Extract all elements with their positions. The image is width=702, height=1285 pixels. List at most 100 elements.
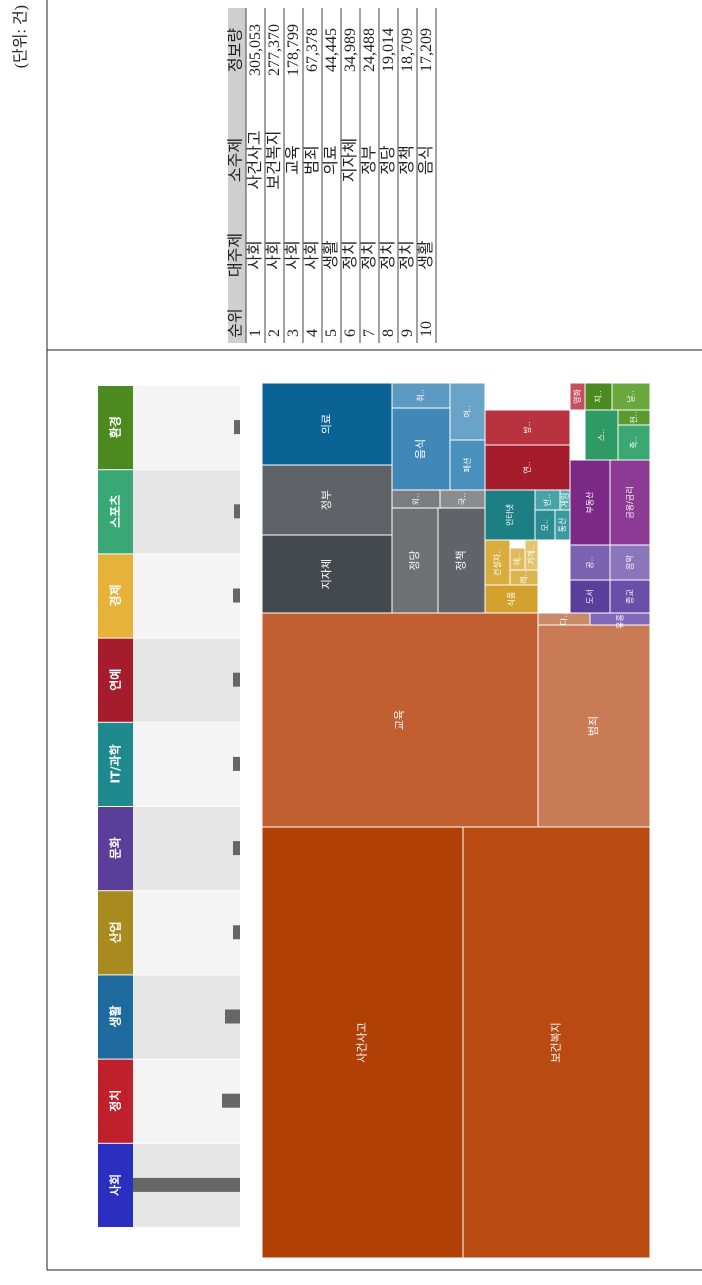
treemap-label: 정부: [320, 490, 333, 510]
category-bar: [233, 925, 240, 940]
bar-background: [133, 386, 240, 470]
treemap-label: 정책: [455, 550, 468, 570]
table-cell: 정당: [379, 145, 397, 175]
treemap-label: 방..: [522, 421, 532, 433]
table-cell: 34,989: [342, 28, 359, 72]
table-cell: 6: [342, 329, 359, 337]
category-tab: [98, 386, 133, 470]
table-cell: 178,799: [285, 24, 302, 76]
table-cell: 지자체: [341, 138, 359, 182]
category-tab-label: 문화: [108, 837, 123, 859]
treemap-label: 반..: [543, 494, 552, 506]
table-cell: 범죄: [303, 145, 321, 174]
treemap-label: 외..: [411, 493, 421, 505]
table-cell: 정치: [341, 240, 359, 269]
category-bar: [233, 588, 240, 603]
category-tab: [98, 1143, 133, 1227]
table-cell: 19,014: [380, 28, 397, 72]
table-header: 정보량: [227, 28, 245, 72]
category-tab-label: 환경: [108, 416, 123, 438]
category-bar: [233, 756, 240, 771]
table-cell: 4: [304, 329, 321, 337]
bar-background: [133, 554, 240, 638]
treemap-label: 기계..: [526, 545, 536, 565]
treemap-label: 에..: [513, 553, 522, 565]
category-tab-label: 사회: [108, 1174, 123, 1196]
treemap-label: 음악: [625, 555, 635, 570]
treemap-label: 지자체: [320, 559, 333, 589]
category-bar: [233, 672, 240, 687]
treemap-label: 연..: [523, 461, 532, 473]
treemap-label: 정당: [408, 550, 421, 570]
table-cell: 9: [399, 329, 416, 337]
treemap-label: 건설자..: [492, 549, 502, 576]
category-tab: [98, 470, 133, 554]
treemap-label: 공..: [586, 556, 595, 568]
treemap-tile: [611, 382, 651, 411]
treemap-label: 패션: [462, 458, 472, 473]
bar-background: [133, 470, 240, 554]
table-cell: 사건사고: [246, 131, 264, 190]
treemap-label: 교육: [393, 710, 406, 730]
category-tab-label: 산업: [108, 921, 123, 943]
category-tab: [98, 975, 133, 1059]
treemap-label: 레..: [520, 571, 529, 583]
table-cell: 정치: [360, 240, 378, 269]
bar-background: [133, 1059, 240, 1143]
table-cell: 사회: [246, 240, 264, 269]
treemap-label: 의료: [320, 414, 333, 434]
treemap-label: 음식: [414, 439, 427, 459]
treemap-label: 보건복지: [550, 1022, 563, 1062]
table-cell: 305,053: [247, 24, 264, 76]
category-tab-label: 생활: [108, 1005, 123, 1027]
treemap-label: 영화: [572, 389, 582, 404]
table-cell: 정치: [379, 240, 397, 269]
treemap-label: 도서: [586, 589, 595, 604]
treemap-label: 유흥..: [615, 609, 625, 629]
table-cell: 1: [247, 329, 264, 337]
treemap-label: 전..: [629, 411, 639, 423]
treemap-label: 모..: [541, 519, 550, 531]
category-bar: [234, 504, 240, 519]
unit-note: (단위: 건): [12, 5, 30, 68]
treemap-label: 금융/금리: [626, 486, 635, 518]
table-cell: 생활: [417, 240, 435, 270]
category-bar: [234, 420, 240, 435]
treemap-label: 범죄: [587, 716, 600, 736]
treemap-label: 국..: [458, 493, 467, 505]
treemap-label: 종교: [626, 589, 635, 604]
table-header: 대주제: [227, 233, 245, 277]
category-tab-label: 정치: [108, 1090, 123, 1112]
table-cell: 사회: [284, 240, 302, 269]
category-bar: [233, 841, 240, 856]
treemap-label: 게임: [560, 493, 570, 508]
treemap-label: 다..: [560, 613, 569, 625]
treemap-label: 사건사고: [356, 1022, 369, 1062]
table-cell: 사회: [303, 240, 321, 269]
category-tab: [98, 807, 133, 891]
table-cell: 24,488: [361, 28, 378, 72]
bar-background: [133, 722, 240, 806]
treemap-label: 축..: [630, 436, 639, 448]
category-tab-label: 경제: [109, 584, 123, 606]
table-cell: 10: [418, 321, 435, 337]
table-header: 소주제: [227, 138, 245, 182]
table-cell: 17,209: [418, 28, 435, 72]
table-cell: 보건복지: [265, 131, 283, 190]
table-cell: 사회: [265, 240, 283, 269]
table-header-bg: [228, 8, 246, 343]
table-cell: 정책: [398, 145, 416, 174]
table-cell: 3: [285, 329, 302, 337]
table-cell: 44,445: [323, 28, 340, 72]
category-bar: [222, 1093, 240, 1108]
treemap-label: 인터넷: [505, 504, 515, 526]
bar-background: [133, 807, 240, 891]
table-cell: 67,378: [304, 28, 321, 72]
table-cell: 정치: [398, 240, 416, 269]
category-bar: [133, 1177, 240, 1192]
table-cell: 2: [266, 329, 283, 337]
table-cell: 8: [380, 329, 397, 337]
table-cell: 교육: [284, 145, 302, 174]
